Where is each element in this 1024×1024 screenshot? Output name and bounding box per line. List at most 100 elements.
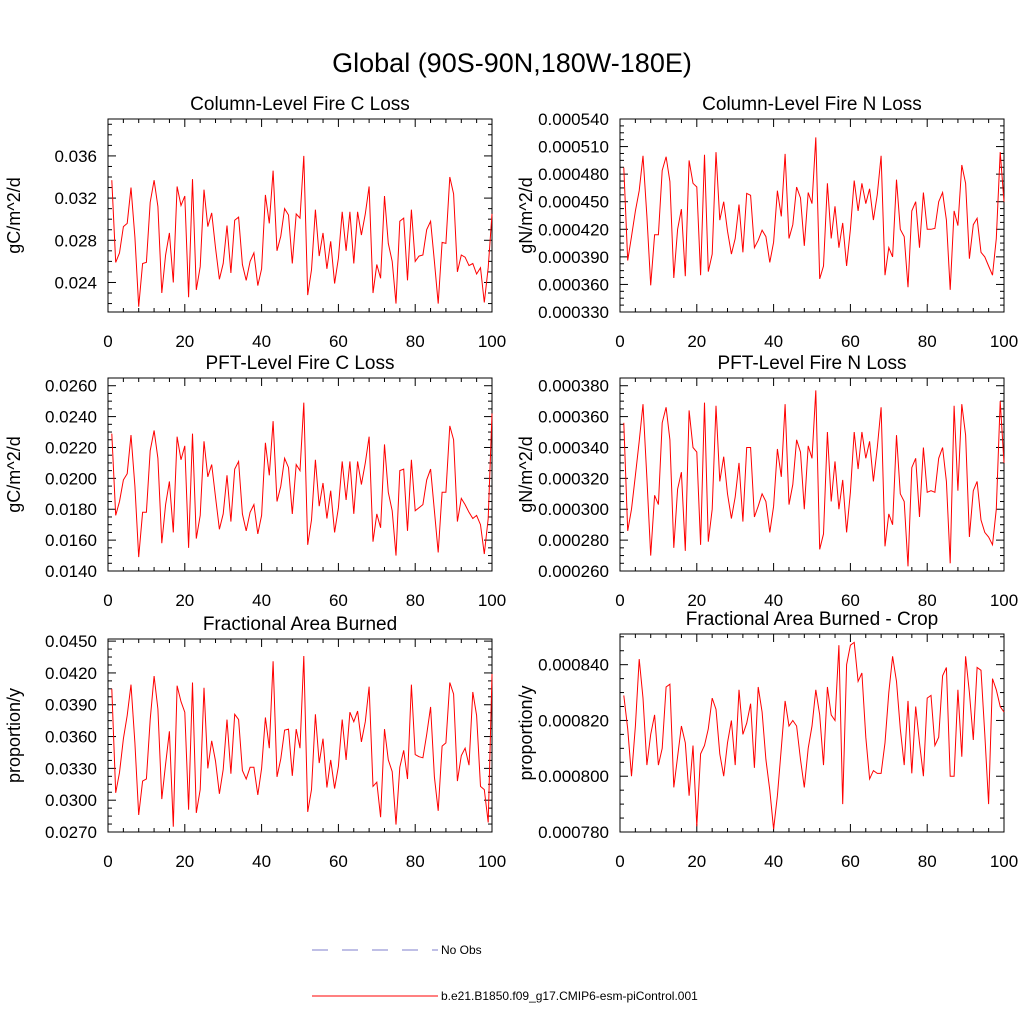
x-tick-label: 20 xyxy=(687,332,706,351)
x-tick-label: 40 xyxy=(764,852,783,871)
y-tick-label: 0.0300 xyxy=(45,791,97,810)
x-tick-label: 20 xyxy=(175,591,194,610)
y-tick-label: 0.000330 xyxy=(538,303,609,322)
y-tick-label: 0.000340 xyxy=(538,438,609,457)
y-tick-label: 0.0220 xyxy=(45,438,97,457)
chart-panel-2: Column-Level Fire N Loss 0 20 40 60 80 100 0.00… xyxy=(516,94,1018,351)
y-tick-label: 0.0240 xyxy=(45,408,97,427)
y-tick-label: 0.0260 xyxy=(45,377,97,396)
x-tick-label: 80 xyxy=(406,332,425,351)
legend: No Obs b.e21.B1850.f09_g17.CMIP6-esm-piC… xyxy=(312,943,698,1003)
panel-title: Fractional Area Burned - Crop xyxy=(686,609,938,630)
x-tick-label: 60 xyxy=(329,591,348,610)
y-tick-label: 0.000480 xyxy=(538,165,609,184)
x-tick-label: 80 xyxy=(406,852,425,871)
legend-label-model-run: b.e21.B1850.f09_g17.CMIP6-esm-piControl.… xyxy=(441,989,698,1003)
y-axis-label: proportion/y xyxy=(4,688,24,783)
legend-label-no-obs: No Obs xyxy=(441,943,482,957)
chart-panel-3: PFT-Level Fire C Loss 0 20 40 60 80 100 0.0140 0… xyxy=(4,353,506,610)
x-tick-label: 0 xyxy=(103,852,112,871)
y-tick-label: 0.0360 xyxy=(45,728,97,747)
y-tick-label: 0.0180 xyxy=(45,500,97,519)
x-tick-label: 80 xyxy=(918,332,937,351)
x-tick-label: 40 xyxy=(252,332,271,351)
y-tick-label: 0.000800 xyxy=(538,767,609,786)
x-tick-label: 80 xyxy=(918,852,937,871)
plot-frame xyxy=(107,638,493,833)
x-tick-label: 60 xyxy=(841,852,860,871)
x-tick-label: 100 xyxy=(478,852,506,871)
x-tick-label: 100 xyxy=(478,591,506,610)
series-line xyxy=(111,655,493,827)
y-tick-label: 0.000820 xyxy=(538,711,609,730)
y-tick-label: 0.000320 xyxy=(538,469,609,488)
y-tick-label: 0.0420 xyxy=(45,664,97,683)
y-tick-label: 0.000840 xyxy=(538,656,609,675)
legend-item-no-obs: No Obs xyxy=(312,943,482,957)
x-tick-label: 0 xyxy=(615,852,624,871)
chart-panel-1: Column-Level Fire C Loss 0 20 40 60 80 100 0.02… xyxy=(4,94,506,351)
y-tick-label: 0.0450 xyxy=(45,632,97,651)
chart-panel-4: PFT-Level Fire N Loss 0 20 40 60 80 100 0.00026… xyxy=(516,353,1018,610)
y-tick-label: 0.000360 xyxy=(538,408,609,427)
series-line xyxy=(623,390,1005,567)
x-tick-label: 0 xyxy=(615,591,624,610)
x-tick-label: 60 xyxy=(841,591,860,610)
legend-item-model-run: b.e21.B1850.f09_g17.CMIP6-esm-piControl.… xyxy=(312,989,698,1003)
x-tick-label: 100 xyxy=(990,591,1018,610)
x-tick-label: 40 xyxy=(252,852,271,871)
y-tick-label: 0.036 xyxy=(54,147,97,166)
x-tick-label: 20 xyxy=(175,852,194,871)
y-tick-label: 0.0140 xyxy=(45,562,97,581)
x-tick-label: 60 xyxy=(841,332,860,351)
panel-title: Column-Level Fire N Loss xyxy=(702,94,922,115)
plot-frame xyxy=(107,377,493,572)
y-axis-label: gN/m^2/d xyxy=(516,436,536,512)
plot-frame xyxy=(619,118,1005,313)
x-tick-label: 100 xyxy=(990,852,1018,871)
x-tick-label: 60 xyxy=(329,332,348,351)
y-tick-label: 0.024 xyxy=(54,273,97,292)
y-tick-label: 0.000780 xyxy=(538,823,609,842)
panels: Column-Level Fire C Loss 0 20 40 60 80 100 0.02… xyxy=(4,94,1018,871)
series-line xyxy=(111,155,493,307)
y-tick-label: 0.000420 xyxy=(538,220,609,239)
y-tick-label: 0.000510 xyxy=(538,138,609,157)
x-tick-label: 80 xyxy=(406,591,425,610)
y-tick-label: 0.000360 xyxy=(538,275,609,294)
y-tick-label: 0.000390 xyxy=(538,248,609,267)
series-line xyxy=(623,641,1005,830)
y-tick-label: 0.0270 xyxy=(45,823,97,842)
x-tick-label: 60 xyxy=(329,852,348,871)
y-axis-label: gC/m^2/d xyxy=(4,177,24,253)
panel-title: PFT-Level Fire N Loss xyxy=(718,353,907,374)
y-tick-label: 0.0160 xyxy=(45,531,97,550)
x-tick-label: 20 xyxy=(687,591,706,610)
y-tick-label: 0.000280 xyxy=(538,531,609,550)
plot-frame xyxy=(619,377,1005,572)
y-tick-label: 0.0390 xyxy=(45,696,97,715)
plot-frame xyxy=(619,633,1005,833)
series-line xyxy=(111,402,493,558)
x-tick-label: 0 xyxy=(103,591,112,610)
y-tick-label: 0.000260 xyxy=(538,562,609,581)
y-axis-label: proportion/y xyxy=(516,685,536,780)
panel-title: Fractional Area Burned xyxy=(203,614,397,635)
series-line xyxy=(623,137,1005,290)
panel-title: PFT-Level Fire C Loss xyxy=(206,353,395,374)
y-tick-label: 0.000380 xyxy=(538,377,609,396)
x-tick-label: 20 xyxy=(687,852,706,871)
x-tick-label: 0 xyxy=(615,332,624,351)
y-tick-label: 0.000540 xyxy=(538,110,609,129)
chart-panel-6: Fractional Area Burned - Crop 0 20 40 60 80 10… xyxy=(516,609,1018,871)
x-tick-label: 0 xyxy=(103,332,112,351)
panel-title: Column-Level Fire C Loss xyxy=(190,94,410,115)
y-axis-label: gC/m^2/d xyxy=(4,436,24,512)
y-tick-label: 0.032 xyxy=(54,189,97,208)
y-axis-label: gN/m^2/d xyxy=(516,177,536,253)
figure-title: Global (90S-90N,180W-180E) xyxy=(332,48,692,78)
x-tick-label: 100 xyxy=(478,332,506,351)
x-tick-label: 20 xyxy=(175,332,194,351)
x-tick-label: 40 xyxy=(764,591,783,610)
